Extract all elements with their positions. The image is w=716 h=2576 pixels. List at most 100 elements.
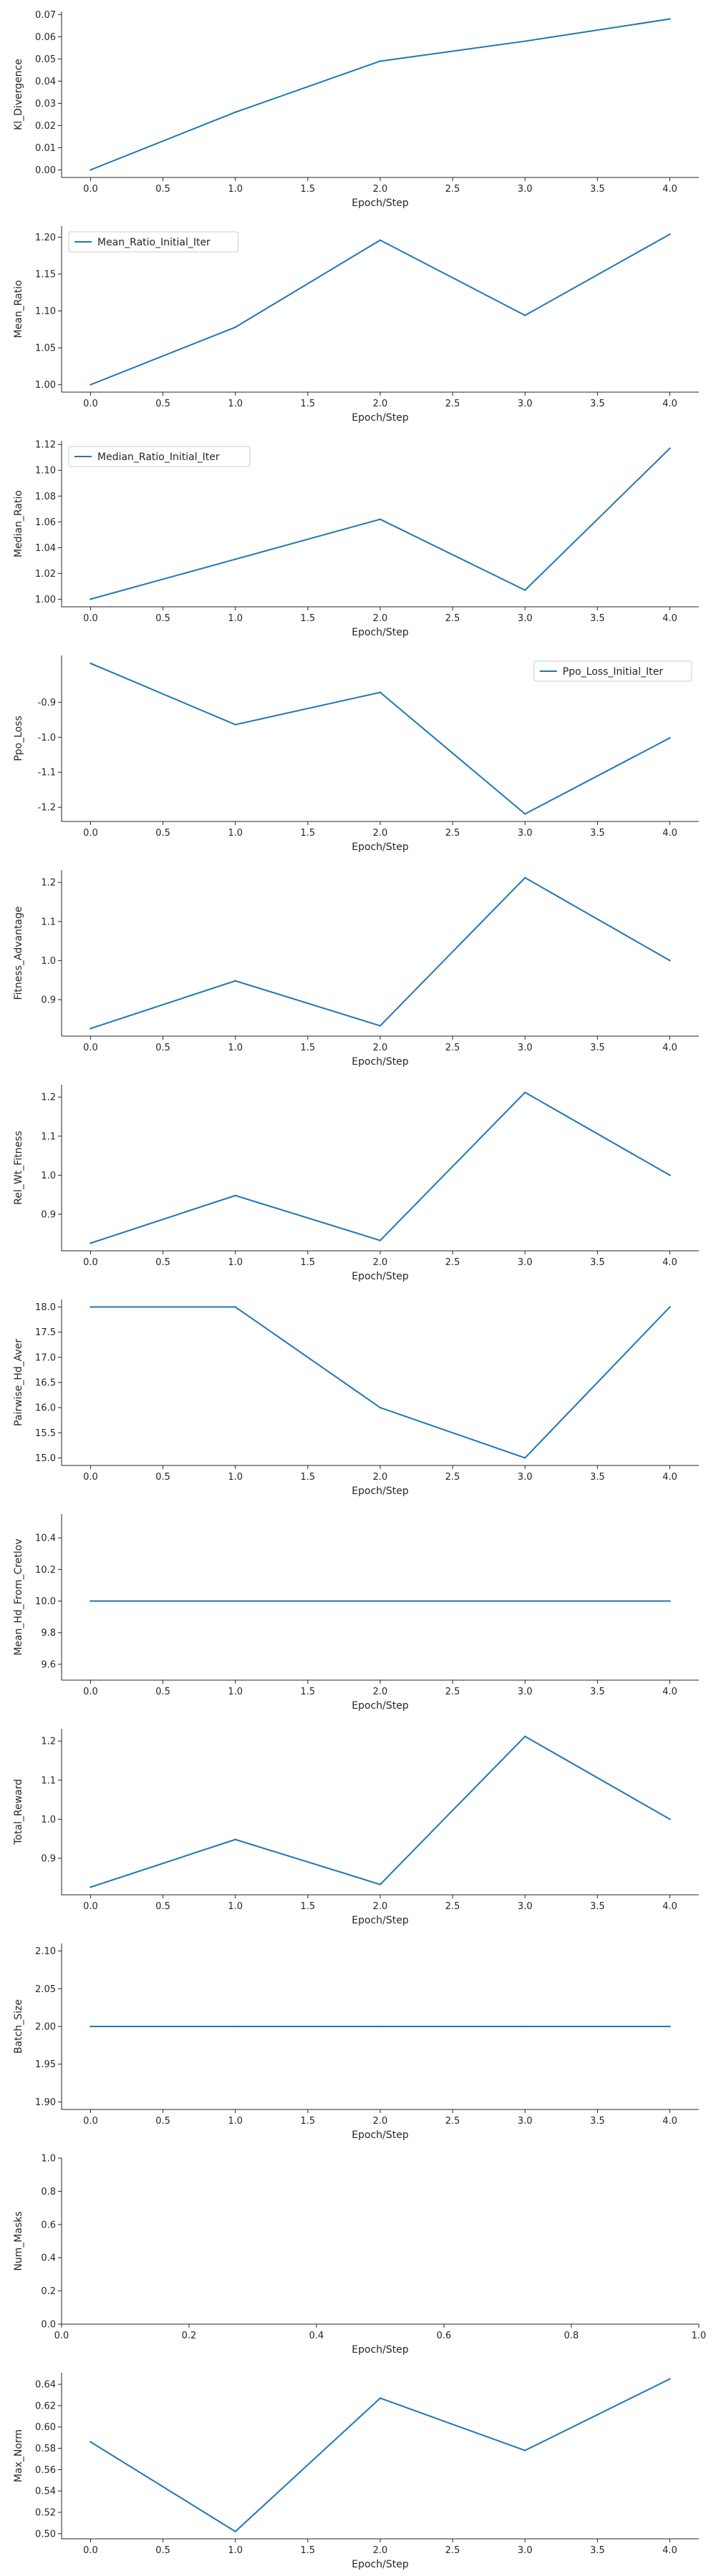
x-tick-label: 4.0 <box>662 828 677 839</box>
y-tick-label: 1.04 <box>35 543 56 554</box>
data-point <box>669 1600 671 1602</box>
legend-box <box>533 660 692 682</box>
y-tick-label: 0.6 <box>41 2220 56 2230</box>
x-tick-label: 0.0 <box>83 1257 98 1268</box>
data-point <box>524 589 526 591</box>
y-tick-label: 18.0 <box>35 1302 56 1313</box>
data-point <box>90 1028 92 1030</box>
x-axis-label: Epoch/Step <box>352 1700 409 1712</box>
x-tick-label: 2.0 <box>373 184 388 195</box>
y-tick-label: 2.10 <box>35 1946 56 1957</box>
x-tick-label: 3.5 <box>590 613 605 624</box>
x-tick-label: 1.5 <box>301 1687 316 1697</box>
series-line <box>90 18 670 171</box>
x-tick-label: 1.0 <box>228 1257 243 1268</box>
y-tick-label: 1.1 <box>41 1775 56 1786</box>
x-axis-label: Epoch/Step <box>352 1485 409 1497</box>
data-point <box>90 1242 92 1244</box>
x-tick-label: 3.0 <box>518 2116 533 2127</box>
x-axis-label: Epoch/Step <box>352 1915 409 1926</box>
x-axis-label: Epoch/Step <box>352 2344 409 2356</box>
y-tick-label: 15.0 <box>35 1453 56 1464</box>
data-point <box>524 2025 526 2028</box>
y-tick-label: 1.0 <box>41 1171 56 1181</box>
x-tick-label: 3.0 <box>518 1687 533 1697</box>
data-point <box>234 558 236 560</box>
y-tick-label: -1.0 <box>38 733 56 743</box>
chart-panel: 0.0 0.5 1.0 1.5 2.0 2.5 3.0 3.5 4.0 0.9 1.0 1.1 1.2 E… <box>13 1085 699 1282</box>
data-point <box>524 1600 526 1602</box>
x-tick-label: 2.0 <box>373 2545 388 2556</box>
series-line <box>90 877 671 1030</box>
y-tick-label: 1.12 <box>35 440 56 451</box>
series-line <box>90 233 671 386</box>
y-tick-label: 17.5 <box>35 1327 56 1338</box>
data-point <box>90 662 92 665</box>
x-tick-label: 2.5 <box>445 613 460 624</box>
data-point <box>669 1174 671 1176</box>
data-point <box>379 239 382 241</box>
x-axis-label: Epoch/Step <box>352 2129 409 2141</box>
y-tick-label: 17.0 <box>35 1352 56 1363</box>
y-tick-label: 1.06 <box>35 517 56 528</box>
x-tick-label: 2.0 <box>373 1687 388 1697</box>
y-tick-label: 9.6 <box>41 1659 56 1670</box>
y-tick-label: 1.10 <box>35 306 56 317</box>
y-tick-label: 0.03 <box>35 99 56 109</box>
x-tick-label: 0.5 <box>155 1901 170 1912</box>
x-tick-label: 2.0 <box>373 1043 388 1053</box>
chart-panel: 0.0 0.5 1.0 1.5 2.0 2.5 3.0 3.5 4.0 0.9 1.0 1.1 1.2 E… <box>13 1729 699 1926</box>
x-tick-label: 2.5 <box>445 184 460 195</box>
x-tick-label: 1.0 <box>228 828 243 839</box>
x-tick-label: 3.5 <box>590 2116 605 2127</box>
y-axis-label: Total_Reward <box>13 1779 24 1845</box>
x-tick-label: 1.5 <box>301 828 316 839</box>
chart-panel: 0.0 0.5 1.0 1.5 2.0 2.5 3.0 3.5 4.0 0.00 0.01 0.02 0… <box>13 10 699 209</box>
y-tick-label: 0.00 <box>35 165 56 176</box>
y-axis-label: Fitness_Advantage <box>13 906 24 1000</box>
x-tick-label: 2.5 <box>445 399 460 409</box>
legend-box <box>68 231 239 253</box>
y-tick-label: 15.5 <box>35 1428 56 1439</box>
x-tick-label: 1.5 <box>301 1901 316 1912</box>
data-point <box>379 2397 382 2399</box>
x-tick-label: 2.5 <box>445 1472 460 1483</box>
y-tick-label: 1.08 <box>35 492 56 502</box>
x-tick-label: 4.0 <box>662 184 677 195</box>
x-tick-label: 0.5 <box>155 613 170 624</box>
series-line <box>90 447 671 600</box>
y-tick-label: 0.58 <box>35 2444 56 2454</box>
x-tick-label: 3.0 <box>518 613 533 624</box>
y-axis-label: Mean_Hd_From_Cretlov <box>13 1538 24 1655</box>
data-point <box>379 1025 382 1027</box>
x-tick-label: 3.5 <box>590 2545 605 2556</box>
x-tick-label: 2.5 <box>445 1687 460 1697</box>
x-tick-label: 0.0 <box>83 2116 98 2127</box>
y-tick-label: 0.02 <box>35 121 56 132</box>
y-tick-label: 9.8 <box>41 1628 56 1639</box>
data-point <box>669 1818 671 1820</box>
x-tick-label: 2.5 <box>445 1901 460 1912</box>
x-tick-label: 0.8 <box>564 2331 579 2341</box>
y-tick-label: 0.05 <box>35 54 56 65</box>
x-tick-label: 3.0 <box>518 184 533 195</box>
data-point <box>90 169 92 171</box>
series-line <box>90 2378 670 2532</box>
data-point <box>524 2449 526 2451</box>
x-tick-label: 1.5 <box>301 399 316 409</box>
x-tick-label: 0.5 <box>155 1043 170 1053</box>
legend: Mean_Ratio_Initial_Iter <box>68 231 239 253</box>
x-tick-label: 1.0 <box>692 2331 707 2341</box>
x-tick-label: 1.0 <box>228 613 243 624</box>
y-tick-label: 0.62 <box>35 2401 56 2411</box>
legend-label: Median_Ratio_Initial_Iter <box>97 452 220 463</box>
x-tick-label: 0.0 <box>83 828 98 839</box>
x-axis-label: Epoch/Step <box>352 412 409 424</box>
x-tick-label: 1.0 <box>228 2545 243 2556</box>
x-tick-label: 0.4 <box>309 2331 324 2341</box>
chart-panel: 0.0 0.5 1.0 1.5 2.0 2.5 3.0 3.5 4.0 9.6 9.8 10.0 10.… <box>13 1514 699 1712</box>
x-tick-label: 2.5 <box>445 2545 460 2556</box>
y-tick-label: 1.1 <box>41 917 56 927</box>
x-tick-label: 3.0 <box>518 399 533 409</box>
x-tick-label: 3.5 <box>590 1472 605 1483</box>
